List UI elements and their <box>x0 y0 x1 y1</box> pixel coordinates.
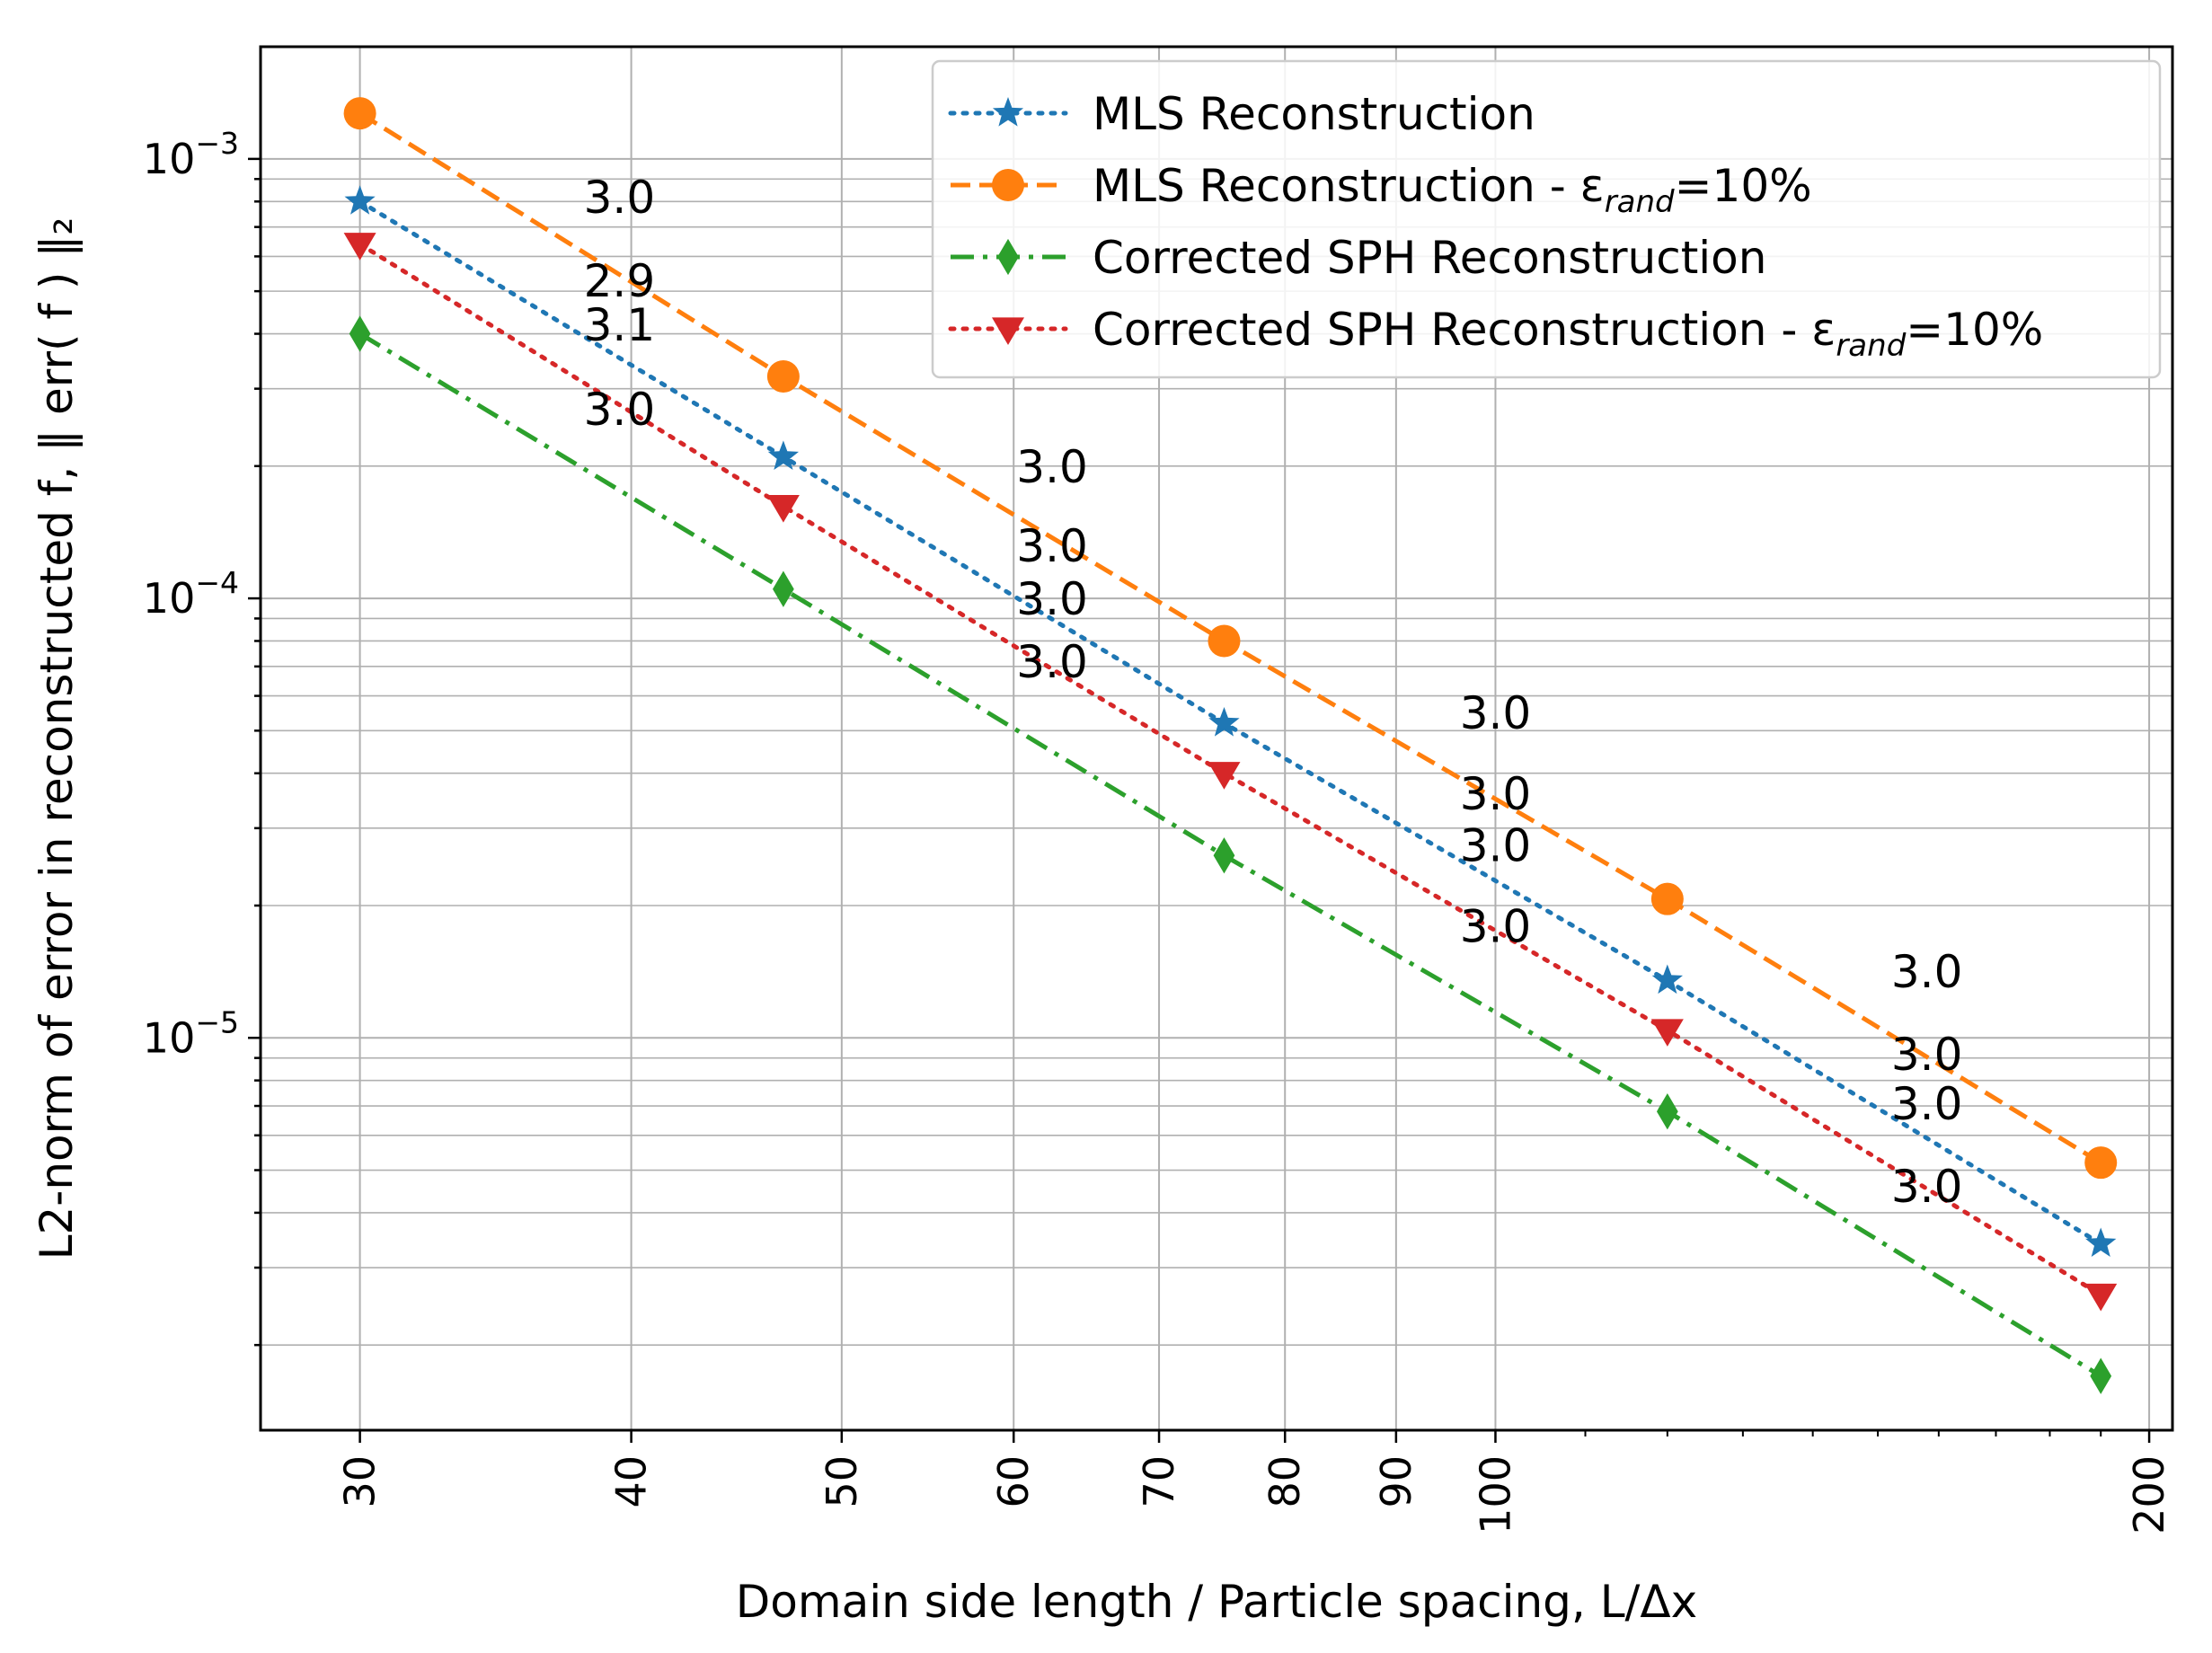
data-point-circle-marker <box>1208 624 1241 658</box>
legend-triangle-marker <box>992 317 1024 345</box>
slope-label: 3.0 <box>1460 900 1532 952</box>
data-point-triangle-marker <box>1650 1019 1684 1047</box>
slope-label: 3.0 <box>1460 687 1532 739</box>
slope-label: 3.0 <box>1460 819 1532 871</box>
plot-frame <box>259 45 2174 1432</box>
data-point-star-marker <box>344 185 376 215</box>
slope-label: 2.9 <box>584 255 656 307</box>
slope-label: 3.0 <box>584 384 656 436</box>
slope-label: 3.1 <box>584 299 656 351</box>
data-point-triangle-marker <box>766 494 800 523</box>
y-tick-exponent: −5 <box>195 1004 239 1039</box>
slope-label: 3.0 <box>1891 1029 1963 1081</box>
y-tick-base: 10 <box>143 135 196 183</box>
y-tick-label: 10−3 <box>143 126 239 183</box>
legend: MLS Reconstruction MLS Reconstruction - ε… <box>931 59 2162 379</box>
y-tick-label: 10−5 <box>143 1004 239 1062</box>
series-line-3 <box>358 242 2103 1297</box>
data-point-star-marker <box>1651 964 1683 994</box>
y-tick-base: 10 <box>143 1013 196 1062</box>
data-point-triangle-marker <box>343 233 376 261</box>
slope-label: 3.0 <box>1016 520 1088 572</box>
slope-label: 3.0 <box>1891 1161 1963 1213</box>
x-tick-label: 30 <box>336 1455 385 1508</box>
x-tick-label: 70 <box>1135 1455 1183 1508</box>
slope-label: 3.0 <box>1891 1078 1963 1130</box>
slope-label: 3.0 <box>1460 768 1532 820</box>
legend-entry-main: MLS Reconstruction - ε <box>1093 160 1605 212</box>
data-point-diamond-marker <box>2090 1357 2112 1394</box>
legend-entry-main: Corrected SPH Reconstruction - ε <box>1093 304 1836 356</box>
data-point-triangle-marker <box>1208 762 1241 790</box>
data-point-circle-marker <box>766 359 800 393</box>
legend-box <box>931 59 2162 379</box>
data-point-diamond-marker <box>1213 837 1235 874</box>
data-point-diamond-marker <box>773 570 794 607</box>
slope-label: 3.0 <box>1016 636 1088 688</box>
legend-entry-label: Corrected SPH Reconstruction <box>1093 232 1766 284</box>
data-point-circle-marker <box>2084 1146 2118 1180</box>
y-axis-label: L2-norm of error in reconstructed f, ‖ e… <box>31 217 83 1260</box>
x-tick-label: 200 <box>2125 1455 2173 1534</box>
x-axis-label: Domain side length / Particle spacing, L… <box>736 1576 1697 1628</box>
legend-circle-marker <box>992 169 1024 201</box>
x-tick-label: 40 <box>607 1455 656 1508</box>
series-markers <box>343 97 2118 1394</box>
legend-entry-subscript: rand <box>1605 184 1675 220</box>
data-point-diamond-marker <box>349 315 371 352</box>
data-point-diamond-marker <box>1656 1093 1678 1130</box>
y-tick-exponent: −4 <box>195 565 239 600</box>
slope-label: 3.0 <box>584 172 656 224</box>
legend-star-marker <box>992 97 1024 127</box>
data-point-circle-marker <box>343 97 376 130</box>
x-tick-label: 50 <box>818 1455 866 1508</box>
x-tick-label: 80 <box>1261 1455 1309 1508</box>
legend-entry-subscript: rand <box>1836 328 1906 364</box>
legend-diamond-marker <box>997 238 1019 276</box>
legend-entry-main: MLS Reconstruction <box>1093 88 1535 140</box>
data-point-triangle-marker <box>2084 1283 2118 1312</box>
legend-entry-label: Corrected SPH Reconstruction - εrand=10% <box>1093 304 2043 364</box>
slope-label: 3.0 <box>1016 573 1088 625</box>
slope-labels: 3.02.93.13.03.03.03.03.03.03.03.03.03.03… <box>584 172 1963 1213</box>
x-tick-label: 90 <box>1372 1455 1420 1508</box>
data-point-star-marker <box>767 440 799 470</box>
x-axis-ticks: 30 40 50 60 70 80 90 100 200 <box>336 1430 2173 1534</box>
data-point-star-marker <box>1208 707 1240 737</box>
data-point-star-marker <box>2085 1227 2117 1257</box>
data-point-circle-marker <box>1650 882 1684 915</box>
legend-entry-label: MLS Reconstruction - εrand=10% <box>1093 160 1812 220</box>
legend-entry-tail: =10% <box>1675 160 1812 212</box>
slope-label: 3.0 <box>1016 441 1088 493</box>
y-tick-label: 10−4 <box>143 565 239 623</box>
y-tick-base: 10 <box>143 574 196 623</box>
legend-entry-label: MLS Reconstruction <box>1093 88 1535 140</box>
x-tick-label: 100 <box>1471 1455 1519 1534</box>
legend-entry-tail: =10% <box>1906 304 2043 356</box>
y-tick-exponent: −3 <box>195 126 239 161</box>
y-axis-ticks: 10−510−410−3 <box>143 126 261 1347</box>
slope-label: 3.0 <box>1891 946 1963 998</box>
x-tick-label: 60 <box>989 1455 1038 1508</box>
legend-entry-main: Corrected SPH Reconstruction <box>1093 232 1766 284</box>
